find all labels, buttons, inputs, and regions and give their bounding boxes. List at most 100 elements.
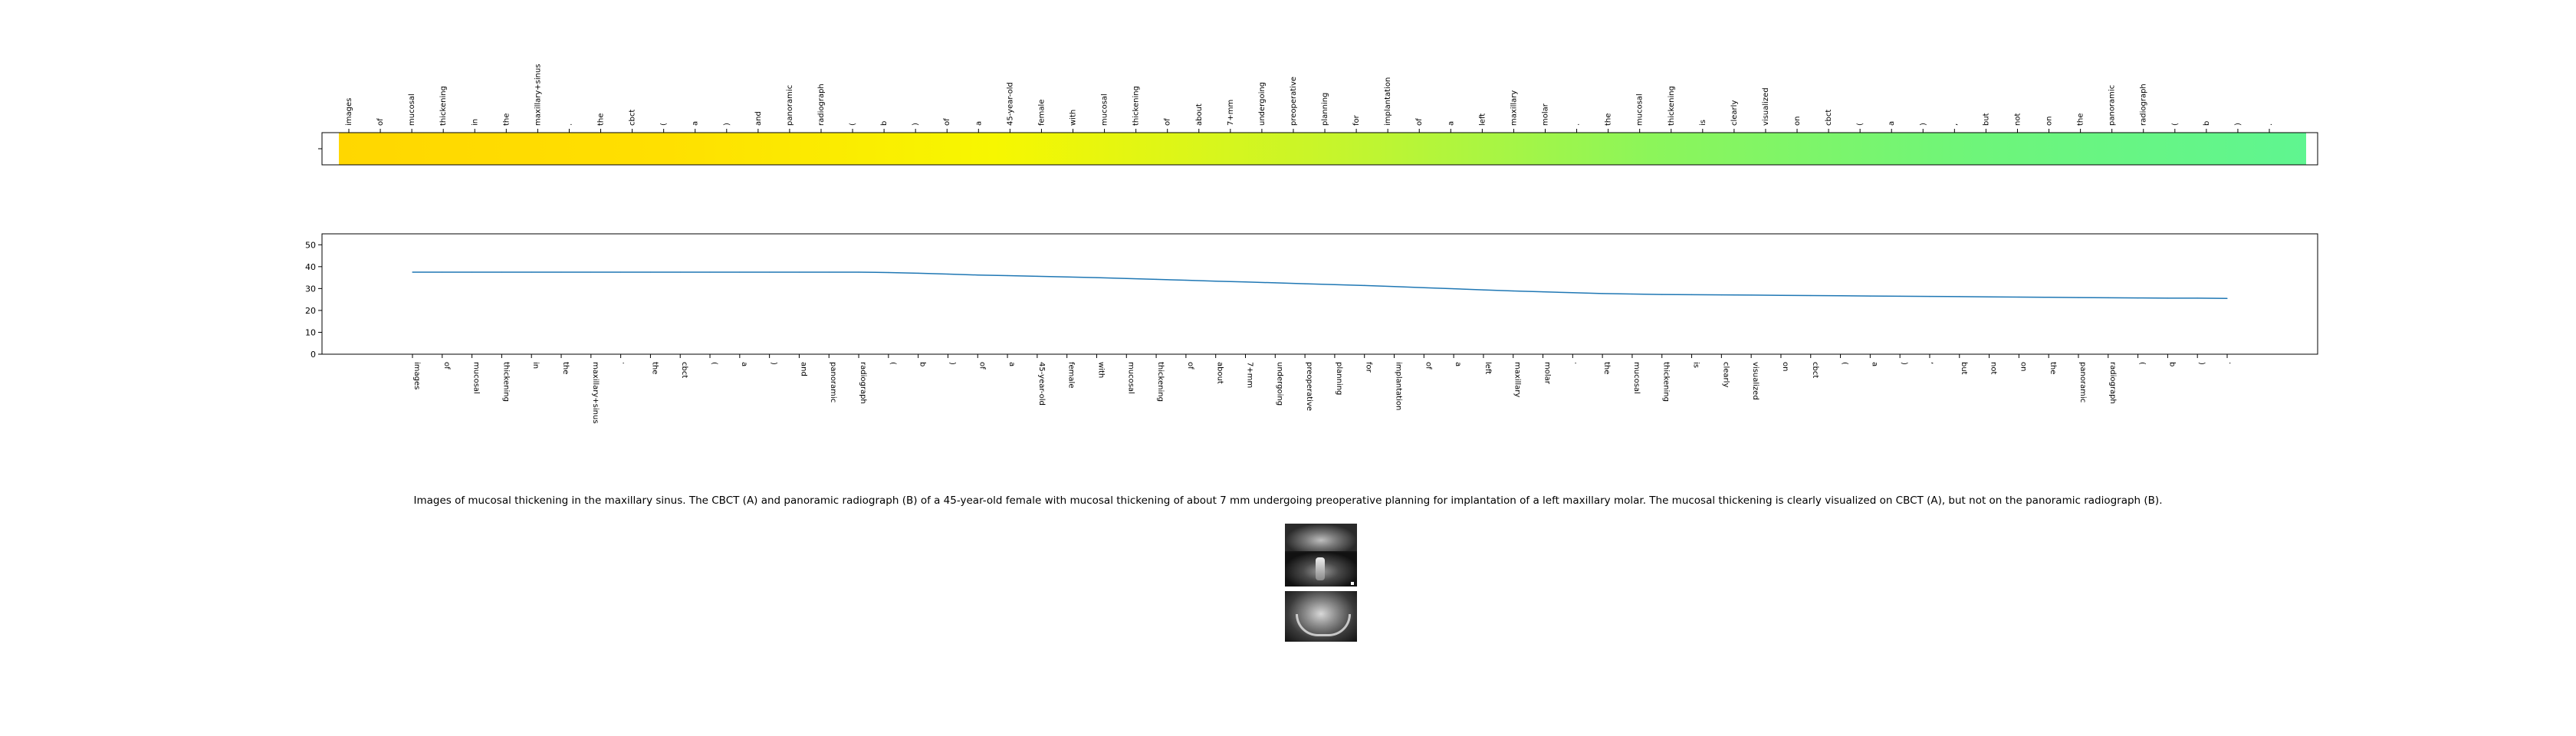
series-point bbox=[1274, 282, 1276, 284]
heatmap-tick-label: mucosal bbox=[408, 94, 416, 126]
x-tick-label: female bbox=[1067, 362, 1076, 388]
x-tick-label: radiograph bbox=[859, 362, 867, 404]
heatmap-tick-label: thickening bbox=[1132, 86, 1141, 126]
heatmap-tick-label: . bbox=[565, 123, 573, 126]
line-chart-frame bbox=[321, 233, 2318, 355]
series-point bbox=[1364, 284, 1365, 286]
series-point bbox=[649, 271, 652, 273]
x-tick-label: mucosal bbox=[472, 362, 481, 394]
series-point bbox=[798, 271, 800, 273]
series-point bbox=[1691, 294, 1693, 295]
x-tick-label: b bbox=[918, 362, 927, 366]
y-tick-label: 40 bbox=[305, 262, 316, 272]
series-point bbox=[1869, 295, 1871, 297]
heatmap-tick-label: the bbox=[2077, 113, 2085, 126]
x-tick-label: thickening bbox=[1662, 362, 1671, 402]
series-point bbox=[1602, 293, 1603, 294]
heatmap-tick-label: preoperative bbox=[1290, 77, 1298, 126]
heatmap-tick-label: ) bbox=[723, 123, 731, 126]
heatmap-tick-label: ( bbox=[660, 123, 669, 126]
x-tick-label: panoramic bbox=[2078, 362, 2087, 402]
y-tick-label: 50 bbox=[305, 240, 316, 250]
heatmap-tick-label: implantation bbox=[1384, 77, 1392, 126]
heatmap-tick-label: for bbox=[1352, 114, 1361, 126]
heatmap-tick-label: panoramic bbox=[2108, 85, 2117, 126]
x-tick-label: . bbox=[1572, 362, 1581, 364]
x-tick-label: ) bbox=[948, 362, 956, 365]
series-point bbox=[1959, 296, 1960, 297]
heatmap-tick-label: about bbox=[1195, 104, 1204, 126]
x-tick-label: for bbox=[1365, 362, 1373, 373]
heatmap-tick-label: of bbox=[1164, 118, 1172, 126]
heatmap-tick-label: the bbox=[597, 113, 606, 126]
y-tick-label: 20 bbox=[305, 306, 316, 316]
series-point bbox=[620, 271, 622, 273]
x-tick-label: ) bbox=[2197, 362, 2206, 365]
heatmap-tick-label: of bbox=[943, 118, 951, 126]
attention-line-chart: 0 10 20 30 40 50 images of mucosal thickening in t… bbox=[305, 233, 2318, 424]
x-tick-label: with bbox=[1096, 362, 1105, 378]
series-point bbox=[1244, 281, 1247, 283]
heatmap-tick-label: ( bbox=[849, 123, 857, 126]
heatmap-tick-label: radiograph bbox=[2140, 84, 2148, 126]
series-point bbox=[679, 271, 681, 273]
series-point bbox=[1929, 296, 1930, 297]
heatmap-tick-label: of bbox=[376, 118, 385, 126]
heatmap-tick-label: cbct bbox=[1825, 110, 1833, 126]
heatmap-tick-label: mucosal bbox=[1636, 94, 1644, 126]
figure-thumbnails bbox=[1285, 524, 1357, 642]
heatmap-tick-label: . bbox=[1573, 123, 1582, 126]
heatmap-tick-label: maxillary+sinus bbox=[534, 64, 542, 126]
heatmap-color-strip bbox=[339, 133, 2306, 165]
x-tick-label: on bbox=[2019, 362, 2027, 371]
x-tick-label: ( bbox=[1841, 362, 1849, 365]
heatmap-tick-label: b bbox=[880, 121, 889, 126]
x-tick-label: mucosal bbox=[1632, 362, 1641, 394]
y-tick-label: 0 bbox=[310, 350, 316, 360]
heatmap-tick-label: on bbox=[1793, 117, 1802, 126]
heatmap-tick-label: ( bbox=[2171, 123, 2180, 126]
series-point bbox=[1185, 279, 1187, 281]
x-tick-label: preoperative bbox=[1305, 362, 1313, 411]
x-tick-label: not bbox=[1990, 362, 1998, 374]
y-tick-label: 30 bbox=[305, 284, 316, 294]
series-point bbox=[1840, 295, 1842, 297]
series-point bbox=[590, 271, 592, 273]
heatmap-tick-label: is bbox=[1699, 120, 1707, 126]
series-point bbox=[709, 271, 711, 273]
x-tick-label: . bbox=[621, 362, 629, 364]
x-tick-label: undergoing bbox=[1275, 362, 1283, 406]
x-tick-label: planning bbox=[1335, 362, 1343, 395]
heatmap-tick-label: of bbox=[1415, 118, 1424, 126]
x-tick-label: of bbox=[978, 362, 986, 370]
heatmap-tick-label: . bbox=[2266, 123, 2274, 126]
heatmap-tick-label: ( bbox=[1856, 123, 1865, 126]
x-tick-label: the bbox=[561, 362, 570, 374]
x-tick-label: 7+mm bbox=[1245, 362, 1254, 388]
series-point bbox=[888, 271, 889, 274]
x-tick-label: the bbox=[650, 362, 659, 374]
series-point bbox=[1155, 278, 1157, 280]
y-tick-label: 10 bbox=[305, 327, 316, 337]
x-tick-label: panoramic bbox=[829, 362, 837, 402]
series-line bbox=[412, 271, 2228, 299]
x-tick-label: of bbox=[1186, 362, 1194, 370]
heatmap-tick-label: b bbox=[2203, 121, 2211, 126]
x-tick-label: maxillary bbox=[1513, 362, 1522, 397]
series-point bbox=[2137, 297, 2139, 299]
x-tick-label: thickening bbox=[1156, 362, 1165, 402]
heatmap-tick-label: a bbox=[1888, 121, 1896, 126]
x-tick-label: visualized bbox=[1751, 362, 1760, 400]
heatmap-tick-label: ) bbox=[2234, 123, 2242, 126]
heatmap-tick-label: radiograph bbox=[817, 84, 826, 126]
x-tick-label: ( bbox=[2138, 362, 2147, 365]
heatmap-tick-label: panoramic bbox=[786, 85, 794, 126]
heatmap-tick-label: planning bbox=[1321, 93, 1329, 126]
x-tick-label: on bbox=[1781, 362, 1789, 371]
series-point bbox=[1066, 276, 1068, 278]
series-point bbox=[531, 271, 532, 273]
heatmap-tick-label: ) bbox=[912, 123, 920, 126]
heatmap-tick-label: left bbox=[1478, 113, 1487, 126]
x-tick-label: a bbox=[1007, 362, 1016, 366]
